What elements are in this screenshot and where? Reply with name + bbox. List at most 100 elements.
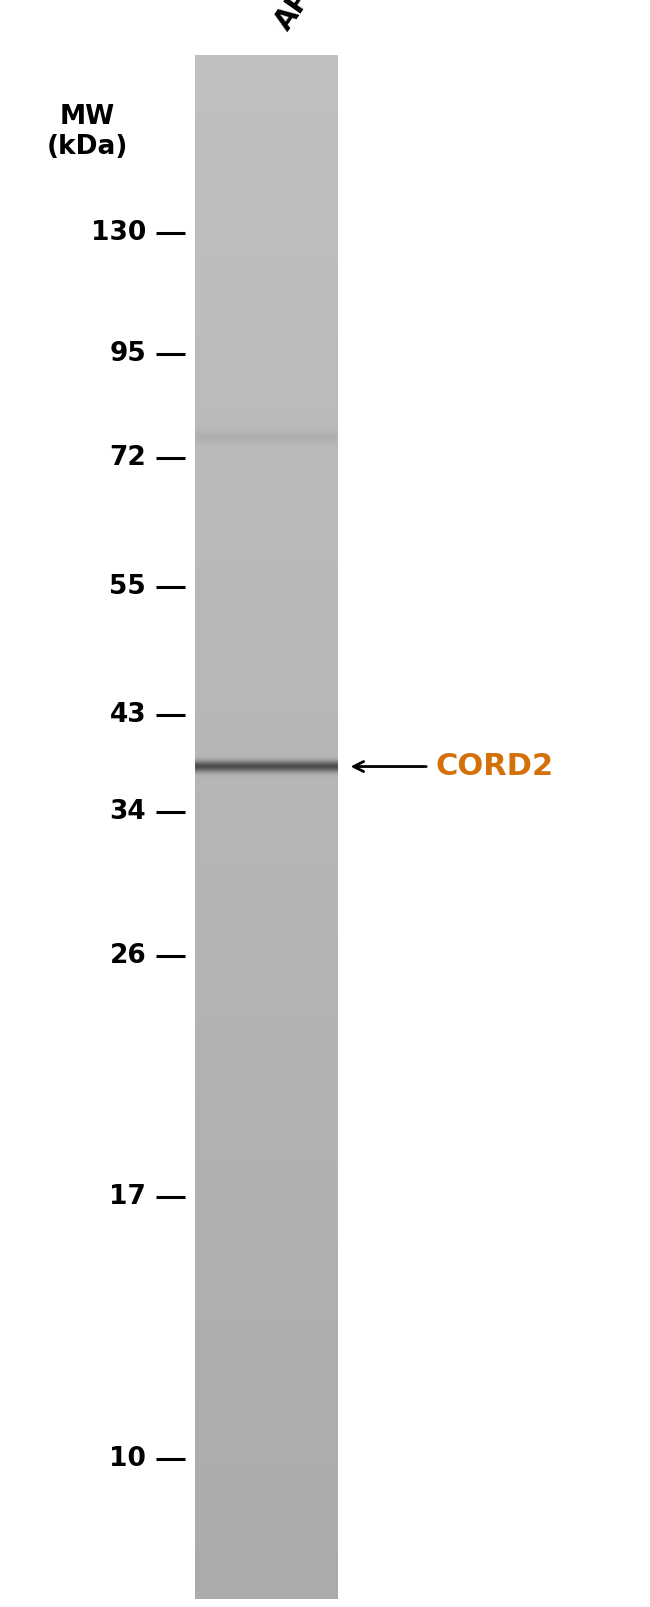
Bar (195, 1181, 338, 1188)
Bar (195, 718, 338, 725)
Bar (195, 765, 338, 771)
Bar (195, 1495, 338, 1501)
Bar (195, 667, 338, 673)
Bar (195, 714, 338, 720)
Bar (195, 903, 338, 910)
Bar (195, 1258, 338, 1265)
Bar (195, 55, 338, 61)
Bar (195, 1064, 338, 1069)
Bar (195, 935, 338, 940)
Bar (195, 276, 338, 283)
Bar (195, 1347, 338, 1351)
Bar (195, 1562, 338, 1568)
Bar (195, 101, 338, 108)
Bar (195, 1295, 338, 1300)
Bar (195, 550, 338, 554)
Bar (195, 580, 338, 587)
Bar (195, 513, 338, 519)
Bar (195, 1197, 338, 1204)
Bar (195, 524, 338, 529)
Bar (195, 791, 338, 797)
Bar (195, 873, 338, 879)
Bar (195, 272, 338, 278)
Bar (195, 1429, 338, 1435)
Bar (195, 975, 338, 982)
Bar (195, 262, 338, 267)
Bar (195, 1078, 338, 1085)
Bar (195, 132, 338, 138)
Bar (195, 1141, 338, 1146)
Bar (195, 323, 338, 329)
Bar (195, 508, 338, 514)
Bar (195, 924, 338, 930)
Bar (195, 122, 338, 129)
Bar (195, 1192, 338, 1197)
Bar (195, 1398, 338, 1403)
Bar (195, 755, 338, 760)
Bar (195, 477, 338, 484)
Bar (195, 832, 338, 837)
Bar (195, 601, 338, 606)
Bar (195, 178, 338, 185)
Bar (195, 1546, 338, 1552)
Bar (195, 534, 338, 540)
Bar (195, 297, 338, 304)
Bar (195, 1321, 338, 1326)
Bar (195, 169, 338, 175)
Bar (195, 1176, 338, 1183)
Bar (195, 1331, 338, 1337)
Bar (195, 415, 338, 421)
Bar (195, 1017, 338, 1024)
Bar (195, 852, 338, 858)
Bar (195, 590, 338, 596)
Bar (195, 966, 338, 972)
Bar (195, 1073, 338, 1080)
Bar (195, 760, 338, 767)
Bar (195, 1237, 338, 1244)
Bar (195, 292, 338, 297)
Bar (195, 955, 338, 961)
Bar (195, 143, 338, 149)
Bar (195, 1485, 338, 1491)
Bar (195, 1433, 338, 1440)
Bar (195, 344, 338, 349)
Bar (195, 1578, 338, 1583)
Bar (195, 1583, 338, 1589)
Bar (195, 1572, 338, 1578)
Bar (195, 246, 338, 252)
Bar (195, 1099, 338, 1106)
Bar (195, 585, 338, 591)
Text: 17: 17 (109, 1184, 146, 1210)
Bar (195, 734, 338, 741)
Bar (195, 1382, 338, 1388)
Bar (195, 472, 338, 477)
Bar (195, 1419, 338, 1424)
Bar (195, 652, 338, 657)
Bar (195, 1212, 338, 1218)
Bar (195, 354, 338, 360)
Bar (195, 1567, 338, 1573)
Bar (195, 374, 338, 381)
Bar (195, 812, 338, 818)
Bar (195, 1006, 338, 1012)
Bar (195, 225, 338, 231)
Bar (195, 837, 338, 844)
Bar (195, 1289, 338, 1295)
Text: 43: 43 (110, 702, 146, 728)
Bar (195, 1552, 338, 1557)
Bar (195, 615, 338, 622)
Bar (195, 1104, 338, 1110)
Bar (195, 910, 338, 914)
Bar (195, 559, 338, 566)
Bar (195, 215, 338, 220)
Bar (195, 87, 338, 92)
Bar (195, 230, 338, 236)
Bar (195, 950, 338, 956)
Bar (195, 117, 338, 124)
Bar (195, 688, 338, 694)
Bar (195, 1253, 338, 1260)
Bar (195, 569, 338, 575)
Bar (195, 76, 338, 82)
Bar (195, 980, 338, 987)
Bar (195, 770, 338, 776)
